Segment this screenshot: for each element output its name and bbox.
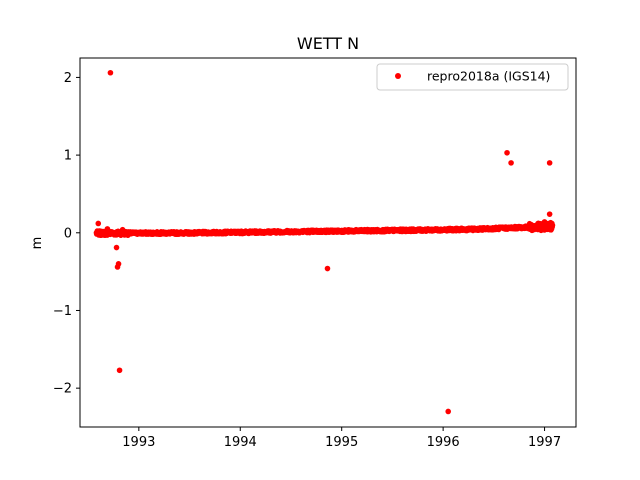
data-point xyxy=(541,219,548,225)
data-point xyxy=(116,367,123,374)
plot-area xyxy=(93,69,556,415)
y-axis-label: m xyxy=(30,237,45,250)
data-point xyxy=(324,265,331,272)
x-tick-label: 1993 xyxy=(122,435,155,450)
x-tick-label: 1994 xyxy=(224,435,257,450)
x-tick-label: 1995 xyxy=(325,435,358,450)
legend: repro2018a (IGS14) xyxy=(376,63,569,91)
data-point xyxy=(504,149,510,156)
data-point xyxy=(119,226,126,233)
legend-entry-label: repro2018a (IGS14) xyxy=(427,69,550,84)
axes-frame xyxy=(79,57,577,428)
data-point xyxy=(547,219,554,226)
data-point xyxy=(114,264,121,270)
data-point xyxy=(546,160,553,166)
chart-title: WETT N xyxy=(297,34,359,53)
x-tick-label: 1996 xyxy=(427,435,460,450)
data-point xyxy=(104,226,111,232)
data-point xyxy=(107,69,114,76)
legend-frame xyxy=(376,63,569,91)
data-point xyxy=(95,220,102,227)
legend-marker xyxy=(395,73,401,79)
x-axis: 1993 1994 1995 1996 1997 xyxy=(122,427,561,450)
y-tick-label: 0 xyxy=(64,226,72,241)
y-tick-label: −1 xyxy=(53,304,72,319)
x-tick-label: 1997 xyxy=(528,435,561,450)
data-point xyxy=(445,408,452,415)
y-axis: −2 −1 0 1 2 xyxy=(53,71,80,397)
y-tick-label: 2 xyxy=(64,71,72,86)
data-point xyxy=(546,211,553,217)
y-tick-label: −2 xyxy=(53,382,72,397)
y-tick-label: 1 xyxy=(64,149,72,164)
data-point xyxy=(113,244,120,251)
data-point xyxy=(508,160,514,166)
